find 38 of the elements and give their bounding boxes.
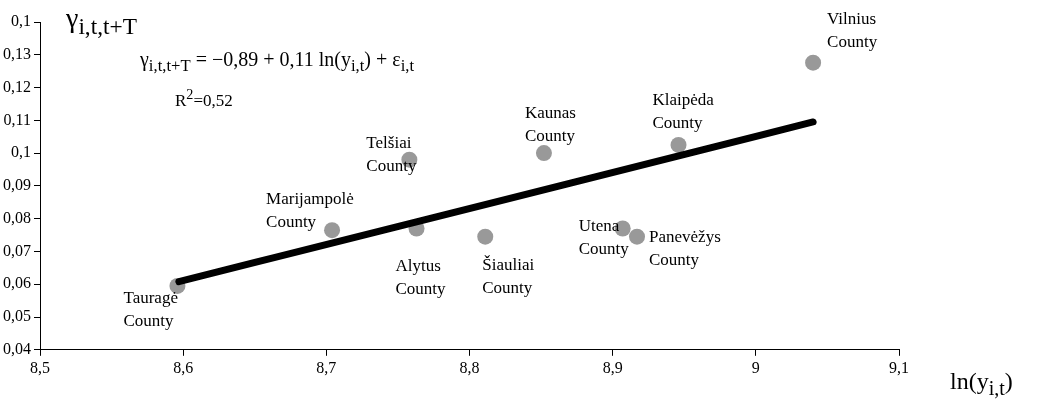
x-tick-label: 8,5 (30, 358, 50, 376)
x-axis-title: ln(y$_{i,t}$) (950, 368, 1013, 400)
point (670, 136, 687, 153)
x-tick-label: 9,1 (889, 358, 909, 376)
annotation: R$^{2}$=0,52 (175, 86, 233, 111)
y-tick-label: 0,13 (3, 44, 31, 62)
y-tick-label: 0,07 (3, 241, 31, 259)
data-label: Utena County (578, 216, 630, 259)
point (477, 228, 494, 245)
x-tick-label: 8,7 (316, 358, 337, 376)
y-tick-label: 0,05 (3, 307, 31, 325)
point (805, 54, 822, 71)
x-tick-label: 9 (751, 358, 760, 376)
data-label: Alytus County (395, 256, 447, 299)
x-tick-label: 8,6 (173, 358, 194, 376)
y-tick-label: 0,08 (3, 208, 31, 226)
data-label: Vilnius County (827, 8, 878, 51)
x-tick-label: 8,9 (602, 358, 623, 376)
data-label: Klaipėda County (652, 89, 715, 132)
data-label: Panevėžys County (649, 226, 721, 269)
y-tick-label: 0,04 (3, 340, 31, 357)
data-label: Telšiai County (366, 132, 417, 175)
data-label: Šiauliai County (482, 254, 535, 297)
x-tick-label: 8,8 (459, 358, 480, 376)
point (535, 145, 552, 162)
data-label: Marijampolė County (266, 189, 354, 232)
y-axis-title: γ$_{i,t,t+T}$ (66, 2, 137, 40)
y-tick-label: 0,1 (11, 143, 31, 161)
y-tick-label: 0,06 (3, 274, 31, 292)
y-tick-label: 0,1 (11, 12, 31, 30)
data-label: Tauragė County (123, 287, 178, 330)
annotation: γ$_{i,t,t+T}$ = −0,89 + 0,11 ln(y$_{i,t}$) + ε$_{i,t}$ (140, 48, 415, 76)
data-label: Kaunas County (524, 103, 576, 146)
point (629, 228, 646, 245)
y-tick-label: 0,09 (3, 176, 31, 194)
y-tick-label: 0,11 (3, 110, 31, 128)
point (324, 222, 341, 239)
y-tick-label: 0,12 (3, 77, 31, 95)
